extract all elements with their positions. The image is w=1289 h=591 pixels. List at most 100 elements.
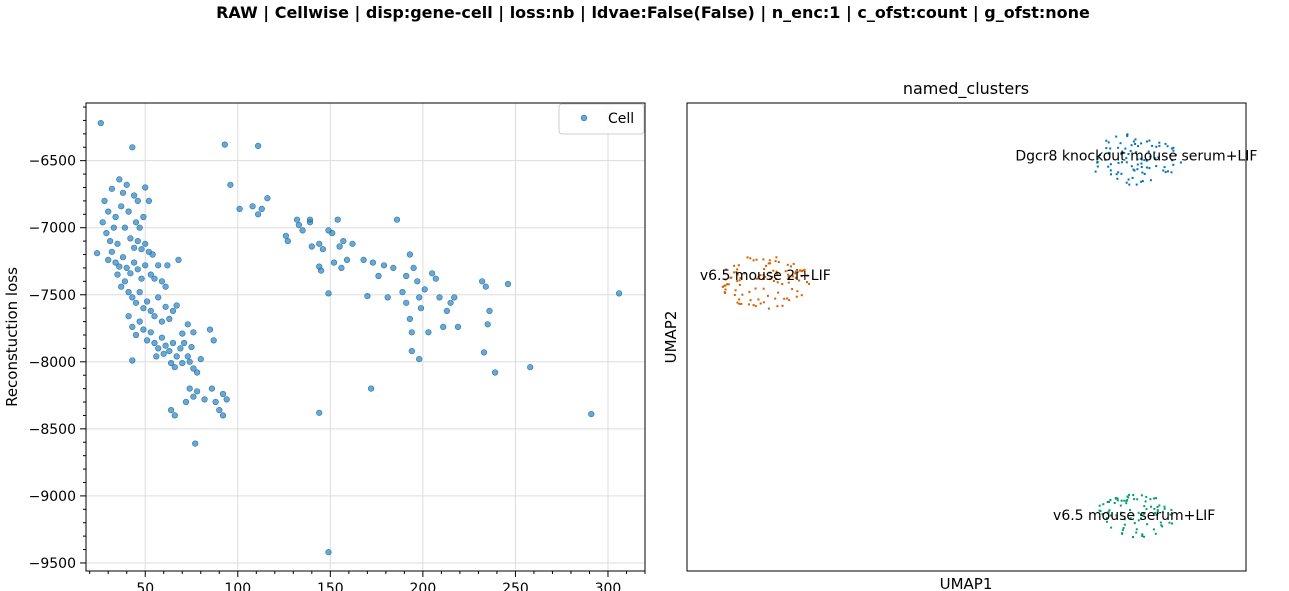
- cell-point: [588, 411, 595, 418]
- cell-point: [206, 326, 214, 333]
- cluster-point: [1146, 523, 1149, 526]
- cell-point: [190, 393, 197, 400]
- cluster-point: [1106, 517, 1108, 520]
- cell-point: [454, 323, 462, 331]
- cluster-point: [1121, 152, 1124, 155]
- cluster-point: [741, 293, 744, 296]
- cell-point: [316, 409, 323, 416]
- cell-point: [403, 272, 410, 280]
- cluster-point: [1170, 508, 1173, 511]
- cluster-point: [1125, 502, 1128, 505]
- legend-label-cell: Cell: [608, 111, 634, 127]
- cell-point: [343, 256, 351, 264]
- cell-point: [140, 305, 147, 312]
- cluster-point: [1104, 158, 1107, 161]
- cluster-point: [1155, 513, 1158, 516]
- cluster-point: [1116, 177, 1119, 180]
- cluster-point: [1162, 169, 1165, 172]
- cluster-point: [1145, 166, 1148, 169]
- cluster-point: [776, 273, 779, 275]
- cluster-point: [1105, 147, 1108, 150]
- cell-point: [123, 264, 130, 272]
- cell-point: [432, 275, 439, 282]
- cluster-point: [796, 270, 799, 273]
- cell-point: [121, 278, 128, 285]
- y-tick-label: −9000: [29, 489, 76, 505]
- cell-point: [403, 299, 410, 306]
- cell-point: [190, 329, 197, 336]
- cluster-point: [736, 273, 739, 276]
- cell-point: [151, 339, 158, 347]
- cluster-point: [724, 288, 727, 291]
- cluster-point: [799, 269, 802, 272]
- cell-point: [175, 256, 182, 264]
- cluster-point: [1132, 494, 1135, 496]
- cluster-point: [1128, 183, 1131, 186]
- cell-point: [408, 329, 415, 336]
- cell-point: [390, 264, 397, 272]
- cluster-point: [1109, 147, 1112, 150]
- cluster-point: [762, 287, 765, 290]
- cluster-point: [787, 273, 790, 276]
- cell-point: [99, 219, 106, 226]
- cell-point: [429, 270, 436, 277]
- cluster-point: [1153, 497, 1156, 500]
- cluster-point: [802, 269, 805, 272]
- cell-point: [164, 262, 171, 269]
- cluster-point: [1108, 151, 1110, 154]
- cell-point: [179, 360, 186, 367]
- cluster-point: [784, 270, 787, 273]
- cluster-point: [736, 272, 739, 275]
- cluster-point: [1136, 158, 1139, 161]
- cell-point: [504, 280, 512, 288]
- cluster-point: [1114, 497, 1117, 499]
- cell-point: [131, 244, 138, 251]
- cell-point: [410, 264, 417, 272]
- cluster-point: [1102, 503, 1105, 506]
- cell-point: [129, 294, 136, 301]
- cluster-point: [1135, 151, 1138, 154]
- cell-point: [134, 197, 141, 204]
- cell-point: [114, 240, 121, 247]
- cluster-point: [781, 283, 784, 285]
- cell-point: [144, 298, 151, 305]
- cluster-point: [1098, 504, 1101, 507]
- cluster-point: [774, 260, 777, 263]
- cluster-point: [730, 276, 733, 279]
- cell-point: [151, 275, 158, 282]
- cluster-point: [736, 268, 739, 271]
- cell-point: [108, 185, 115, 192]
- cluster-point: [1116, 499, 1119, 502]
- cluster-point: [1124, 147, 1127, 150]
- cluster-point: [1117, 171, 1120, 174]
- cell-point: [416, 356, 423, 363]
- cell-point: [482, 283, 489, 290]
- cluster-point: [1160, 524, 1163, 527]
- cluster-point: [1143, 173, 1146, 175]
- cell-point: [406, 315, 414, 323]
- cell-point: [116, 176, 123, 183]
- cell-point: [334, 216, 341, 223]
- cell-point: [131, 192, 138, 199]
- x-tick-label: 300: [595, 581, 622, 591]
- cluster-point: [759, 302, 762, 305]
- cell-point: [125, 289, 132, 296]
- cluster-point: [1127, 178, 1130, 181]
- cluster-point: [1110, 173, 1112, 176]
- cell-point: [151, 313, 158, 320]
- cluster-point: [1109, 499, 1112, 501]
- cluster-point: [1155, 497, 1157, 500]
- cluster-point: [1120, 499, 1123, 502]
- cluster-point: [1169, 513, 1172, 516]
- cluster-point: [781, 304, 784, 307]
- left-points: [93, 119, 623, 556]
- cell-point: [384, 294, 391, 301]
- x-tick-label: 100: [224, 581, 251, 591]
- cluster-point: [768, 259, 771, 262]
- cell-point: [406, 251, 414, 258]
- cell-point: [136, 318, 143, 325]
- cluster-point: [1098, 509, 1101, 512]
- cell-point: [114, 271, 121, 278]
- cluster-point: [767, 262, 770, 265]
